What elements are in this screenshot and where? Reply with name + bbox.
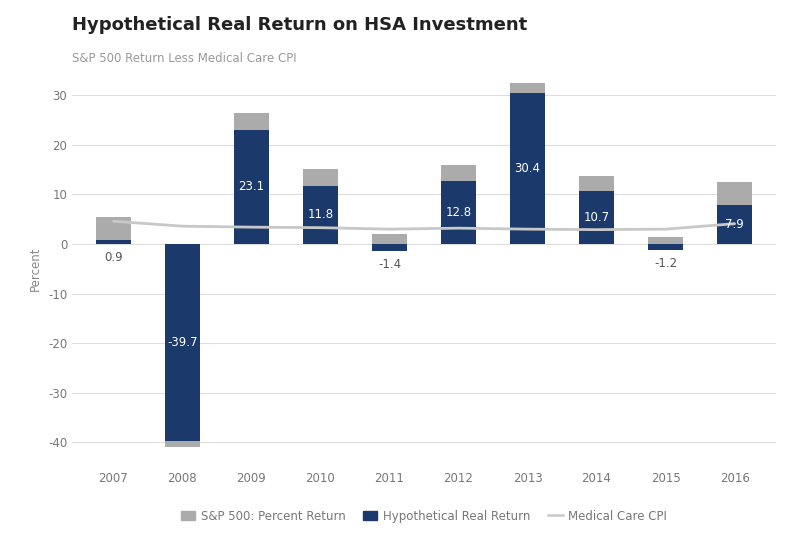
Bar [718,182,752,205]
Bar [96,217,130,239]
Bar [303,186,338,244]
Text: Hypothetical Real Return on HSA Investment: Hypothetical Real Return on HSA Investme… [72,16,527,34]
Bar [579,191,614,244]
Text: -1.4: -1.4 [378,258,401,272]
Bar [372,244,406,251]
Bar [442,165,476,181]
Text: -1.2: -1.2 [654,257,677,270]
Bar [510,84,545,93]
Bar [372,233,406,244]
Legend: S&P 500: Percent Return, Hypothetical Real Return, Medical Care CPI: S&P 500: Percent Return, Hypothetical Re… [181,509,667,522]
Text: S&P 500 Return Less Medical Care CPI: S&P 500 Return Less Medical Care CPI [72,52,297,65]
Text: 11.8: 11.8 [307,209,334,222]
Text: 10.7: 10.7 [583,211,610,224]
Bar [165,244,200,441]
Bar [303,169,338,186]
Text: 0.9: 0.9 [104,251,122,264]
Bar [648,244,683,250]
Text: 7.9: 7.9 [726,218,744,231]
Text: -39.7: -39.7 [167,336,198,349]
Text: 30.4: 30.4 [514,162,541,175]
Bar [234,130,269,244]
Bar [442,181,476,244]
Bar [510,93,545,244]
Bar [648,237,683,244]
Bar [234,113,269,130]
Bar [718,205,752,244]
Text: 23.1: 23.1 [238,180,265,193]
Text: 12.8: 12.8 [446,206,471,219]
Bar [579,176,614,191]
Bar [96,239,130,244]
Bar [165,441,200,447]
Y-axis label: Percent: Percent [30,247,42,291]
